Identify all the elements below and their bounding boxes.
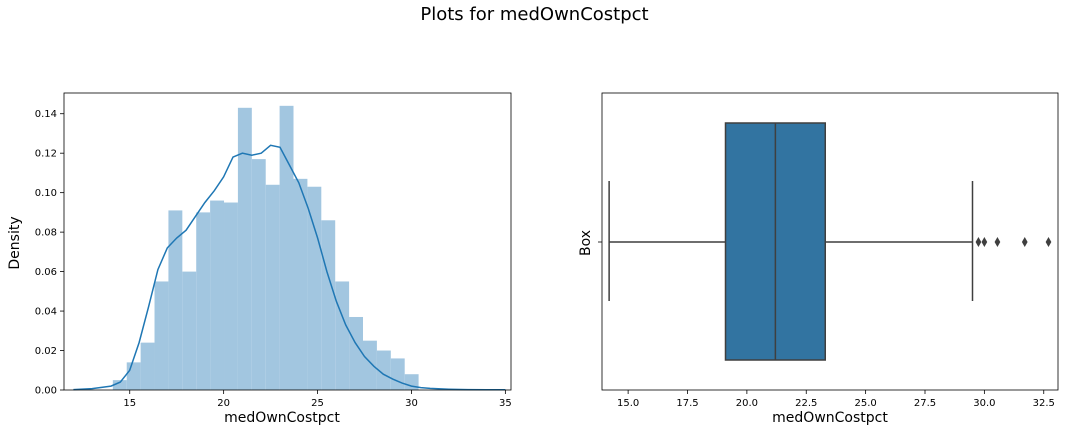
- boxplot-marks: [608, 122, 1052, 361]
- histogram-x-tick-label: 25: [311, 398, 324, 409]
- histogram-bar-16: [335, 281, 350, 390]
- boxplot-x-ticks: 15.0 17.5 20.0 22.5 25.0 27.5 30.0 32.5: [617, 390, 1055, 409]
- boxplot-x-tick-label: 20.0: [736, 398, 758, 409]
- histogram-y-tick-label: 0.14: [35, 109, 57, 120]
- histogram-bar-5: [182, 271, 197, 390]
- histogram-bar-2: [140, 342, 155, 390]
- histogram-x-tick-label: 35: [499, 398, 512, 409]
- histogram-x-tick-label: 20: [217, 398, 230, 409]
- histogram-y-tick-label: 0.06: [35, 267, 57, 278]
- boxplot-x-tick-label: 27.5: [914, 398, 936, 409]
- boxplot-panel: 15.0 17.5 20.0 22.5 25.0 27.5 30.0 32.5 medOwnC…: [578, 92, 1059, 426]
- histogram-bar-4: [168, 210, 183, 390]
- histogram-bar-9: [237, 107, 252, 391]
- histogram-x-ticks: 15 20 25 30 35: [123, 390, 512, 409]
- boxplot-x-tick-label: 25.0: [854, 398, 876, 409]
- histogram-y-ticks: 0.00 0.02 0.04 0.06 0.08 0.10 0.12 0.14: [35, 109, 64, 397]
- boxplot-outlier-2: [994, 237, 1001, 247]
- histogram-bar-18: [363, 340, 377, 390]
- histogram-y-tick-label: 0.12: [35, 149, 57, 160]
- boxplot-axes-frame: [601, 92, 1059, 391]
- histogram-y-tick-label: 0.04: [35, 307, 57, 318]
- histogram-bar-1: [126, 362, 141, 390]
- histogram-bar-3: [154, 281, 169, 390]
- boxplot-x-label: medOwnCostpct: [772, 410, 888, 426]
- boxplot-x-tick-label: 15.0: [617, 398, 639, 409]
- boxplot-outlier-4: [1045, 237, 1052, 247]
- histogram-axes-frame: [63, 92, 512, 391]
- histogram-x-label: medOwnCostpct: [224, 410, 340, 426]
- histogram-bar-20: [390, 358, 405, 390]
- histogram-y-tick-label: 0.02: [35, 346, 57, 357]
- histogram-bar-12: [279, 105, 294, 390]
- kde-curve: [73, 144, 506, 391]
- figure-title: Plots for medOwnCostpct: [420, 4, 649, 25]
- histogram-bar-11: [265, 184, 280, 390]
- histogram-bar-19: [376, 350, 391, 390]
- boxplot-outlier-3: [1021, 237, 1028, 247]
- histogram-bar-6: [196, 212, 211, 390]
- histogram-bar-15: [321, 220, 336, 390]
- histogram-bar-0: [112, 380, 127, 390]
- histogram-bar-7: [210, 200, 225, 390]
- histogram-bar-8: [224, 202, 238, 390]
- histogram-x-tick-label: 15: [123, 398, 136, 409]
- histogram-bar-13: [293, 178, 308, 390]
- histogram-x-tick-label: 30: [405, 398, 418, 409]
- boxplot-x-tick-label: 30.0: [973, 398, 995, 409]
- boxplot-y-label: Box: [578, 230, 594, 256]
- boxplot-x-tick-label: 32.5: [1033, 398, 1055, 409]
- histogram-bar-10: [251, 159, 266, 390]
- histogram-bar-14: [307, 186, 322, 390]
- boxplot-outlier-0: [975, 237, 982, 247]
- boxplot-outlier-1: [981, 237, 988, 247]
- histogram-y-tick-label: 0.10: [35, 188, 57, 199]
- histogram-bar-17: [349, 316, 364, 390]
- histogram-panel: 15 20 25 30 35 0.000.020.040.060.080.100.120…: [7, 92, 512, 426]
- boxplot-x-tick-label: 17.5: [676, 398, 698, 409]
- boxplot-x-tick-label: 22.5: [795, 398, 817, 409]
- histogram-y-label: Density: [7, 216, 23, 269]
- histogram-y-tick-label: 0.08: [35, 228, 57, 239]
- histogram-y-tick-label: 0.00: [35, 386, 57, 397]
